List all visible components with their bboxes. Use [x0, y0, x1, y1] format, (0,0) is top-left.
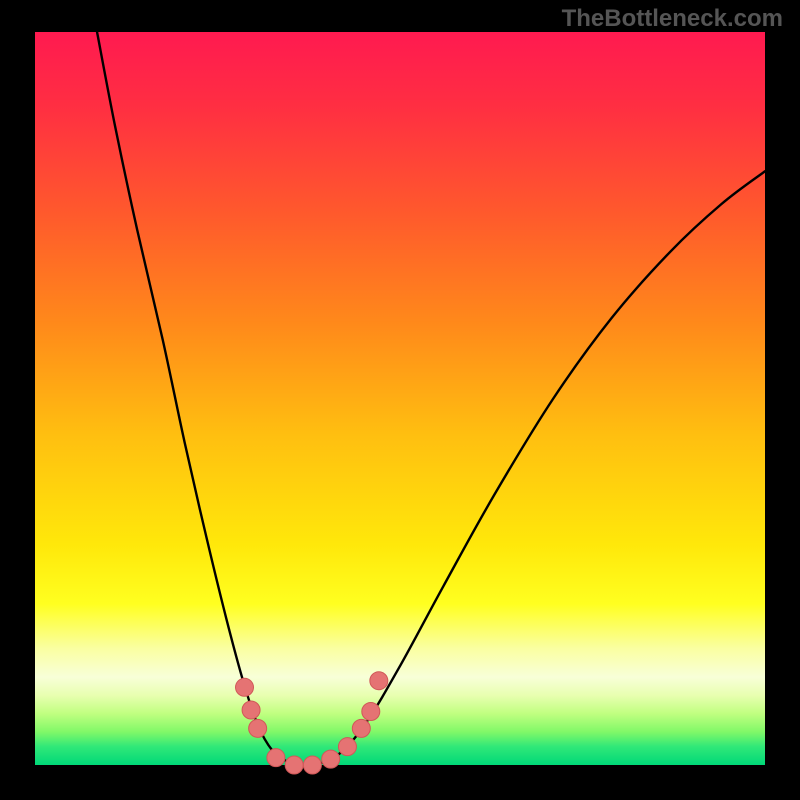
- data-point: [338, 738, 356, 756]
- data-point: [285, 756, 303, 774]
- data-point: [322, 750, 340, 768]
- data-point: [267, 749, 285, 767]
- data-point: [249, 719, 267, 737]
- data-point: [303, 756, 321, 774]
- data-point: [370, 672, 388, 690]
- watermark-text: TheBottleneck.com: [562, 5, 783, 33]
- data-point: [242, 701, 260, 719]
- data-point: [236, 678, 254, 696]
- curve-overlay: [0, 0, 800, 800]
- chart-container: TheBottleneck.com: [0, 0, 800, 800]
- data-point: [362, 702, 380, 720]
- data-point: [352, 719, 370, 737]
- bottleneck-curve: [97, 32, 765, 765]
